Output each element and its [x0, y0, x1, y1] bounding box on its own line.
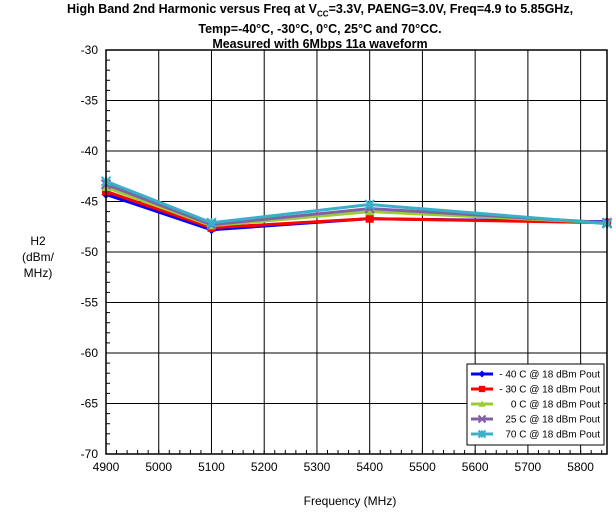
triangle-marker	[478, 400, 486, 407]
series-line	[105, 182, 608, 227]
x-tick-label: 5100	[198, 460, 225, 474]
series-line	[105, 189, 608, 230]
legend-label: - 40 C @ 18 dBm Pout	[499, 370, 600, 381]
series-line	[105, 185, 608, 228]
diamond-marker	[478, 370, 486, 378]
x-axis-title: Frequency (MHz)	[304, 494, 397, 508]
x-tick-label: 5600	[462, 460, 489, 474]
y-axis-label-line: H2	[30, 234, 46, 248]
x-tick-label: 5000	[145, 460, 172, 474]
square-marker	[478, 385, 486, 393]
title-subscript: CC	[317, 9, 329, 19]
tick-labels: 4900 5000 5100 5200 5300 5400 5500 5600 5700 5800…	[81, 43, 595, 474]
y-axis-label-line: MHz)	[23, 266, 53, 280]
y-axis-label-line: (dBm/	[21, 250, 54, 264]
chart-title: High Band 2nd Harmonic versus Freq at VC…	[50, 2, 590, 52]
x-marker	[477, 414, 487, 424]
star-marker	[206, 217, 217, 228]
x-tick-label: 5800	[567, 460, 594, 474]
x-tick-label: 5700	[515, 460, 542, 474]
series-group	[100, 176, 613, 235]
y-tick-label: -60	[81, 346, 99, 360]
legend-label: 25 C @ 18 dBm Pout	[505, 415, 600, 426]
square-marker	[365, 214, 374, 223]
y-tick-label: -40	[81, 144, 99, 158]
triangle-marker	[365, 207, 375, 216]
y-tick-label: -65	[81, 397, 99, 411]
legend-label: - 30 C @ 18 dBm Pout	[499, 385, 600, 396]
title-prefix: High Band 2nd Harmonic versus Freq at V	[66, 2, 318, 16]
x-tick-label: 5300	[304, 460, 331, 474]
plot-frame	[105, 49, 608, 455]
y-tick-label: -50	[81, 245, 99, 259]
x-tick-label: 5200	[251, 460, 278, 474]
y-axis-label: H2 (dBm/ MHz)	[20, 233, 56, 281]
x-tick-label: 5400	[356, 460, 383, 474]
y-tick-label: -70	[81, 447, 99, 461]
x-tick-label: 5500	[409, 460, 436, 474]
y-tick-label: -30	[81, 43, 99, 57]
series-line	[105, 179, 608, 226]
y-tick-label: -45	[81, 195, 99, 209]
star-marker	[364, 199, 375, 210]
y-tick-label: -55	[81, 296, 99, 310]
star-marker	[477, 429, 487, 439]
x-tick-label: 4900	[93, 460, 120, 474]
legend: - 40 C @ 18 dBm Pout - 30 C @ 18 dBm Pout…	[466, 363, 605, 446]
chart-subtitle: Measured with 6Mbps 11a waveform	[212, 36, 428, 51]
legend-label: 70 C @ 18 dBm Pout	[505, 430, 600, 441]
title-rest: =3.3V, PAENG=3.0V, Freq=4.9 to 5.85GHz, …	[198, 2, 574, 36]
y-tick-label: -35	[81, 94, 99, 108]
legend-label: 0 C @ 18 dBm Pout	[511, 400, 600, 411]
title-line: High Band 2nd Harmonic versus Freq at VC…	[50, 2, 590, 37]
data-series	[100, 176, 613, 229]
